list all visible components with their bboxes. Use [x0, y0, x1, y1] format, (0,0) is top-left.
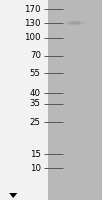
- Text: 55: 55: [30, 68, 41, 77]
- Text: 40: 40: [30, 88, 41, 98]
- Bar: [0, 0, 48, 200]
- Bar: [48, 0, 102, 200]
- Text: 70: 70: [30, 51, 41, 60]
- Text: 35: 35: [30, 99, 41, 108]
- Text: 170: 170: [24, 4, 41, 14]
- Text: 10: 10: [30, 164, 41, 173]
- Polygon shape: [9, 193, 17, 198]
- Text: 25: 25: [30, 118, 41, 127]
- Text: 130: 130: [24, 19, 41, 27]
- Ellipse shape: [65, 21, 85, 25]
- Text: 15: 15: [30, 150, 41, 159]
- Ellipse shape: [69, 22, 81, 24]
- Text: 100: 100: [24, 33, 41, 43]
